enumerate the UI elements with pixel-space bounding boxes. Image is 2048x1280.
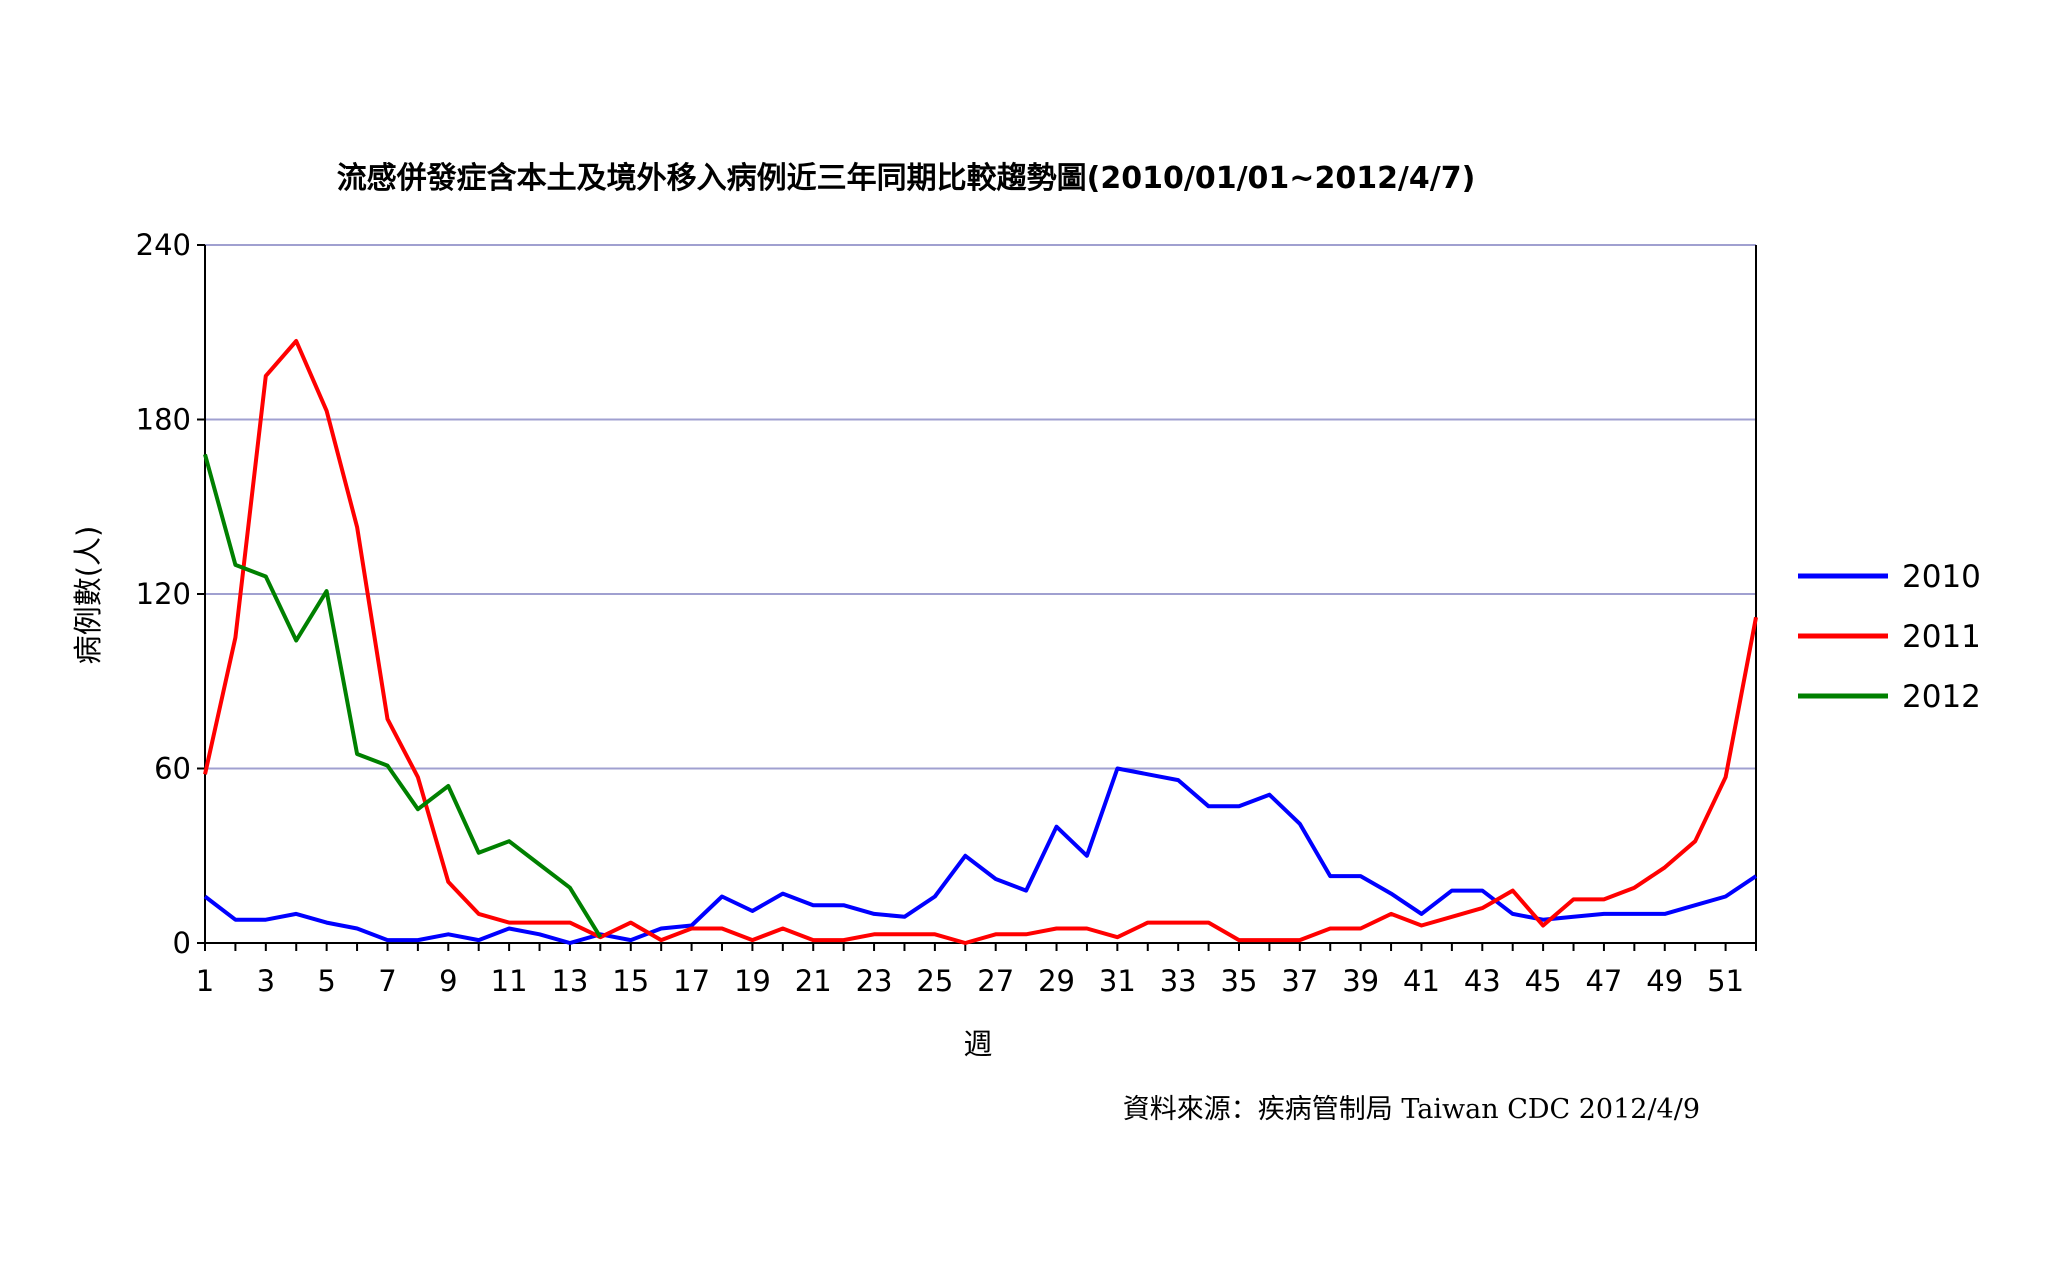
- x-tick-label: 13: [551, 964, 588, 998]
- x-tick-label: 15: [612, 964, 649, 998]
- x-tick-label: 47: [1585, 964, 1622, 998]
- source-note: 資料來源：疾病管制局 Taiwan CDC 2012/4/9: [1123, 1094, 1700, 1125]
- x-tick-label: 3: [257, 964, 275, 998]
- legend: 2010 2011 2012: [1798, 559, 1981, 715]
- series-2011-line: [203, 339, 1758, 945]
- grid-lines: [205, 244, 1756, 770]
- axes: [197, 244, 1757, 951]
- x-tick-label: 1: [196, 964, 214, 998]
- x-tick-label: 49: [1646, 964, 1683, 998]
- x-tick-label: 21: [795, 964, 832, 998]
- y-tick-label: 0: [173, 926, 191, 960]
- legend-label-2012: 2012: [1902, 679, 1981, 715]
- x-tick-label: 5: [317, 964, 335, 998]
- x-tick-label: 17: [673, 964, 710, 998]
- legend-label-2011: 2011: [1902, 619, 1981, 655]
- x-tick-label: 51: [1707, 964, 1744, 998]
- x-tick-label: 45: [1525, 964, 1562, 998]
- x-tick-label: 19: [734, 964, 771, 998]
- x-tick-label: 29: [1038, 964, 1075, 998]
- x-tick-label: 33: [1160, 964, 1197, 998]
- y-tick-label: 180: [136, 403, 191, 437]
- x-axis-title: 週: [963, 1027, 992, 1061]
- x-tick-label: 43: [1464, 964, 1501, 998]
- y-tick-labels: 0 60 120 180 240: [136, 228, 191, 960]
- x-tick-labels: 1 3 5 7 9 11 13 15 17 19 21 23 25 27 29 31 33 35 37 39 41 43 4…: [196, 964, 1744, 998]
- x-tick-label: 25: [916, 964, 953, 998]
- series-2012-line: [203, 453, 603, 939]
- x-tick-label: 37: [1281, 964, 1318, 998]
- chart-title: 流感併發症含本土及境外移入病例近三年同期比較趨勢圖(2010/01/01~201…: [337, 161, 1476, 196]
- legend-label-2010: 2010: [1902, 559, 1981, 595]
- y-axis-title: 病例數(人): [71, 526, 105, 665]
- x-tick-label: 39: [1342, 964, 1379, 998]
- y-tick-label: 60: [154, 752, 191, 786]
- x-tick-label: 41: [1403, 964, 1440, 998]
- series-lines: [203, 339, 1758, 945]
- y-tick-label: 240: [136, 228, 191, 262]
- x-tick-label: 35: [1221, 964, 1258, 998]
- y-tick-label: 120: [136, 577, 191, 611]
- x-tick-label: 9: [439, 964, 457, 998]
- x-tick-label: 31: [1099, 964, 1136, 998]
- series-2010-line: [203, 766, 1758, 945]
- x-tick-label: 7: [378, 964, 396, 998]
- x-tick-label: 11: [491, 964, 528, 998]
- x-tick-label: 27: [977, 964, 1014, 998]
- x-tick-label: 23: [856, 964, 893, 998]
